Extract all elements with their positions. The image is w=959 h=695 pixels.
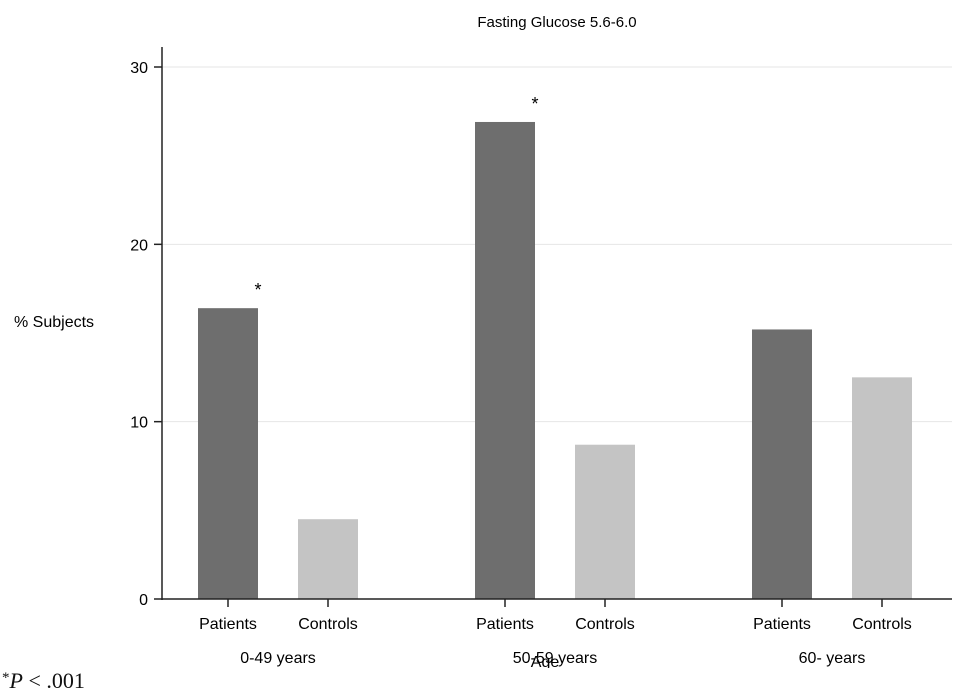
footnote-threshold: < .001 xyxy=(28,668,85,693)
bars xyxy=(198,121,912,600)
x-axis-label: Age xyxy=(531,654,560,668)
significance-marker: * xyxy=(531,94,538,114)
category-label: Patients xyxy=(753,616,811,633)
axis-labels: 0 10 20 30 Patients * Controls 0-49 years Patien… xyxy=(130,60,912,667)
axes xyxy=(154,47,952,607)
y-tick-label: 10 xyxy=(130,415,148,432)
group-label: 0-49 years xyxy=(240,650,316,667)
category-label: Controls xyxy=(575,616,635,633)
gridlines xyxy=(162,66,952,423)
y-tick-label: 20 xyxy=(130,237,148,254)
group-label: 50-59 years xyxy=(513,650,598,667)
group-label: 60- years xyxy=(799,650,866,667)
bar-controls xyxy=(575,444,635,599)
category-label: Controls xyxy=(852,616,912,633)
footnote: *P < .001 xyxy=(2,668,85,694)
bar-chart: Fasting Glucose 5.6-6.0 0 10 20 30 Patients *… xyxy=(14,14,952,668)
bar-patients xyxy=(752,329,812,599)
bar-patients xyxy=(198,308,258,599)
footnote-p: P xyxy=(9,668,23,693)
bar-patients xyxy=(475,121,535,600)
y-tick-label: 30 xyxy=(130,60,148,77)
y-tick-label: 0 xyxy=(139,592,148,609)
chart-title: Fasting Glucose 5.6-6.0 xyxy=(477,14,636,31)
category-label: Patients xyxy=(476,616,534,633)
footnote-marker: * xyxy=(2,670,10,686)
significance-marker: * xyxy=(254,280,261,300)
category-label: Patients xyxy=(199,616,257,633)
bar-controls xyxy=(852,377,912,599)
bar-controls xyxy=(298,519,358,599)
y-axis-label: % Subjects xyxy=(14,314,94,331)
category-label: Controls xyxy=(298,616,358,633)
